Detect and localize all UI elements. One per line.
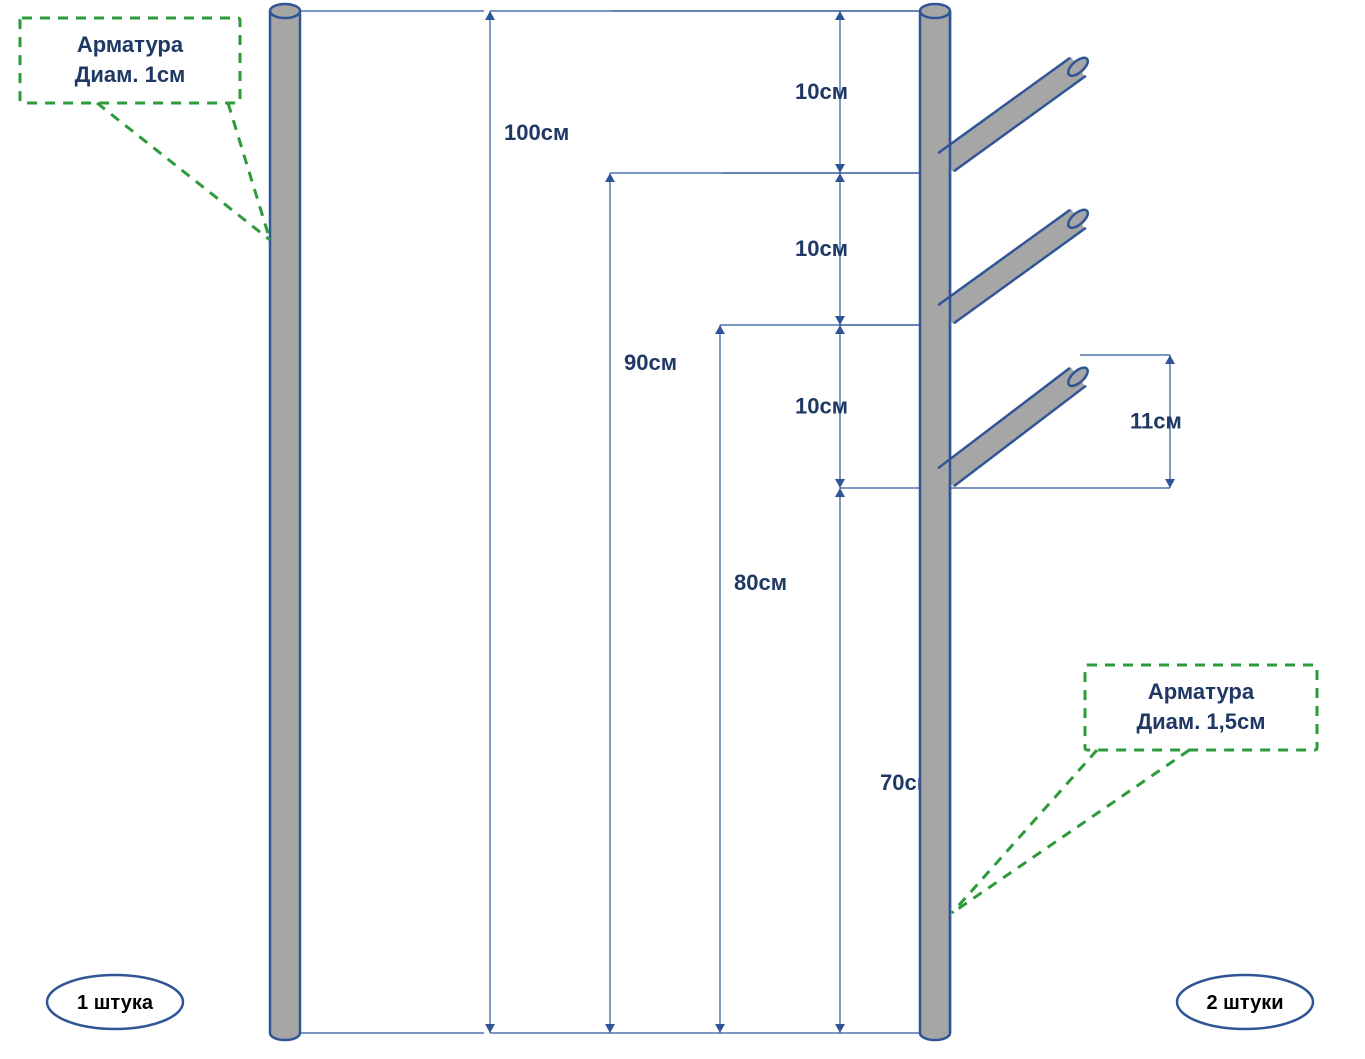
diagram-canvas: 100см90см80см70см10см10см10см11смАрматур… [0, 0, 1365, 1059]
branch-edge [954, 386, 1086, 486]
rod-body [920, 11, 950, 1033]
callout-leader [952, 750, 1097, 913]
quantity-label: 1 штука [77, 992, 154, 1014]
arrowhead [835, 173, 845, 182]
arrowhead [715, 1024, 725, 1033]
branch-edge [954, 76, 1086, 171]
dimension-label: 90см [624, 350, 677, 375]
rod-top [270, 4, 300, 18]
rod-bottom [270, 1033, 300, 1040]
arrowhead [1165, 479, 1175, 488]
rod-bottom [920, 1033, 950, 1040]
callout-line2: Диам. 1см [75, 62, 186, 87]
quantity-label: 2 штуки [1206, 992, 1283, 1014]
dimension-label: 10см [795, 79, 848, 104]
branch-body [946, 377, 1078, 477]
branch-body [946, 219, 1078, 314]
arrowhead [605, 173, 615, 182]
branch-body [946, 67, 1078, 162]
callout-leader [97, 103, 270, 240]
arrowhead [835, 1024, 845, 1033]
arrowhead [835, 11, 845, 20]
arrowhead [605, 1024, 615, 1033]
arrowhead [485, 1024, 495, 1033]
dimension-label: 80см [734, 570, 787, 595]
dimension-label: 100см [504, 120, 569, 145]
callout-box [20, 18, 240, 103]
branch-edge [938, 58, 1070, 153]
callout-box [1085, 665, 1317, 750]
branch-edge [938, 368, 1070, 468]
arrowhead [835, 479, 845, 488]
branch-edge [938, 210, 1070, 305]
rod-body [270, 11, 300, 1033]
dimension-label: 10см [795, 236, 848, 261]
arrowhead [835, 325, 845, 334]
arrowhead [835, 488, 845, 497]
dimension-label: 10см [795, 394, 848, 419]
arrowhead [835, 164, 845, 173]
branch-edge [954, 228, 1086, 323]
callout-leader [228, 103, 270, 240]
arrowhead [485, 11, 495, 20]
arrowhead [715, 325, 725, 334]
arrowhead [1165, 355, 1175, 364]
callout-line2: Диам. 1,5см [1136, 709, 1265, 734]
rod-top [920, 4, 950, 18]
arrowhead [835, 316, 845, 325]
callout-leader [952, 750, 1189, 913]
callout-line1: Арматура [1148, 679, 1255, 704]
dimension-label: 11см [1130, 409, 1182, 434]
callout-line1: Арматура [77, 32, 184, 57]
